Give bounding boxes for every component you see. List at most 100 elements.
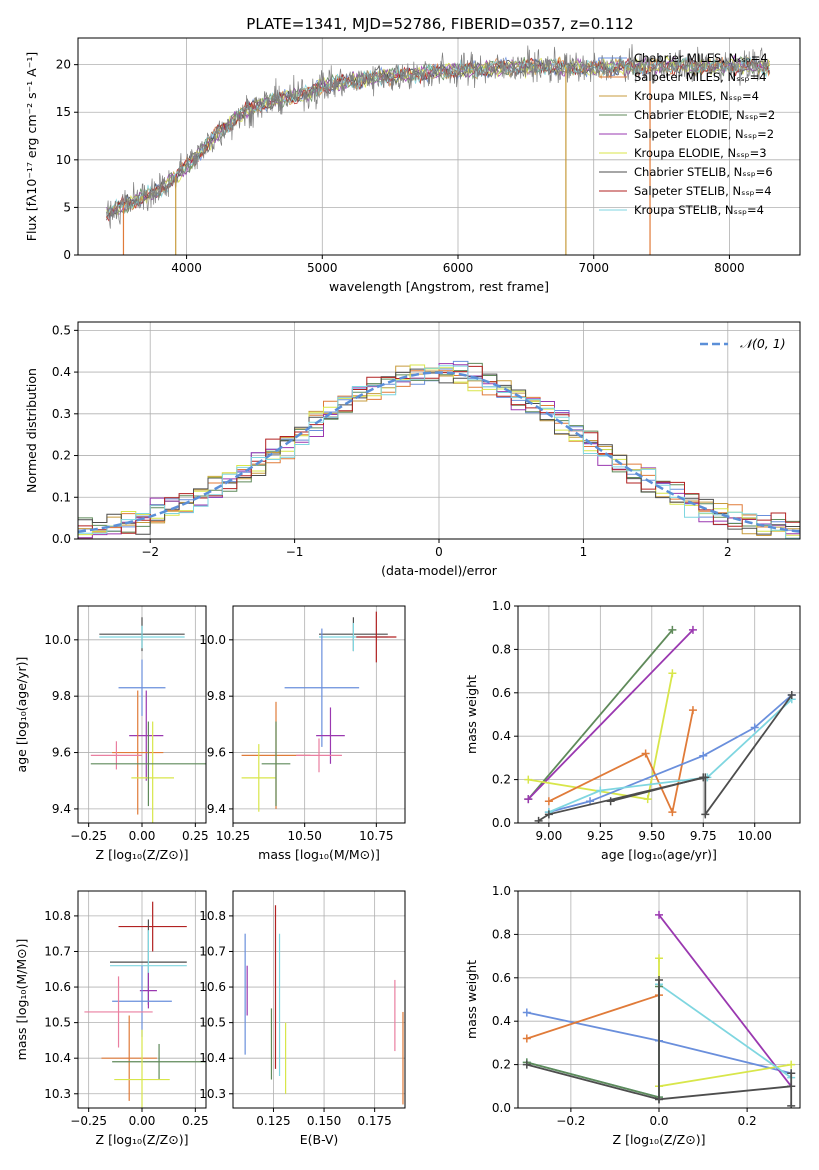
y-axis-label: mass weight [464,960,479,1039]
weight-marker [606,797,615,806]
x-axis-label: E(B-V) [300,1132,339,1147]
weight-marker [668,808,677,817]
x-tick-label: 0.25 [182,1114,209,1128]
y-tick-label: 10.0 [199,633,226,647]
legend-entry: Chabrier MILES, Nₛₛₚ=4 [634,51,768,65]
legend: Chabrier MILES, Nₛₛₚ=4 Salpeter MILES, Nₛ… [599,51,775,217]
weight-marker [701,810,710,819]
y-tick-label: 10.3 [44,1087,71,1101]
legend-entry: Chabrier ELODIE, Nₛₛₚ=2 [634,108,775,122]
y-tick-label: 9.8 [52,689,71,703]
plot-area [78,360,800,539]
errorbar-point [356,611,397,663]
x-axis-label: age [log₁₀(age/yr)] [601,847,717,862]
y-tick-label: 0.0 [492,816,511,830]
axes-frame [232,890,406,1109]
y-tick-label: 0.6 [492,686,511,700]
weight-marker [544,797,553,806]
legend-entry: Chabrier STELIB, Nₛₛₚ=6 [634,165,773,179]
axes-frame [232,605,406,824]
errorbar-point [112,965,172,1037]
legend-entry: Salpeter ELODIE, Nₛₛₚ=2 [634,127,774,141]
y-axis-label: Flux [fλ10⁻¹⁷ erg cm⁻² s⁻¹ A⁻¹] [24,52,39,241]
y-tick-label: 10.0 [44,633,71,647]
legend-entry: Salpeter STELIB, Nₛₛₚ=4 [634,184,772,198]
weight-series-line [527,629,674,800]
figure-title: PLATE=1341, MJD=52786, FIBERID=0357, z=0… [246,15,633,33]
x-tick-label: −0.25 [70,1114,107,1128]
y-tick-label: 0.2 [492,773,511,787]
y-axis-label: mass weight [464,675,479,754]
x-tick-label: 10.00 [738,829,772,843]
x-tick-label: 9.75 [690,829,717,843]
axes-frame [77,37,801,256]
y-tick-label: 0.1 [52,490,71,504]
errorbar-point [90,741,142,770]
plot-area [84,901,206,1108]
axes-residuals: −2 −1 0 1 2 0.0 0.1 0.2 0.3 0.4 0.5 (data-model)/er… [24,321,801,578]
errorbar-point [112,1043,206,1080]
weight-marker [524,795,533,804]
y-tick-label: 15 [56,105,71,119]
errorbar-point [296,738,342,773]
axes-mass-vs-Z: −0.25 0.00 0.25 10.3 10.4 10.5 10.6 10.7 10.8 Z [… [14,890,209,1147]
spectrum-model-line [106,55,771,215]
x-tick-label: 2 [724,545,732,559]
y-tick-label: 10.5 [44,1016,71,1030]
errorbar-point [131,721,174,823]
weight-marker [787,1069,796,1078]
weight-marker [641,749,650,758]
x-tick-label: 10.50 [287,829,321,843]
errorbar-point [316,707,345,764]
axes-mass-vs-EBV: 0.125 0.150 0.175 10.3 10.4 10.5 10.6 10.7 10.8 E… [199,890,406,1147]
weight-marker [787,1060,796,1069]
y-tick-label: 10.4 [44,1051,71,1065]
plot-area [522,910,796,1108]
plot-area [106,44,771,255]
weight-marker [688,706,697,715]
x-tick-label: 0.2 [738,1114,757,1128]
weight-marker [643,795,652,804]
x-tick-label: 0.150 [307,1114,341,1128]
weight-series-line [526,994,660,1040]
histogram-series [78,365,800,534]
y-tick-label: 10.8 [44,909,71,923]
x-tick-label: 0.00 [129,829,156,843]
errorbar-point [284,628,360,747]
x-tick-label: 0.125 [256,1114,290,1128]
x-tick-label: 10.75 [359,829,393,843]
axes-age-vs-mass: 10.25 10.50 10.75 9.4 9.6 9.8 10.0 mass [log₁₀(… [199,605,406,862]
y-tick-label: 9.4 [52,802,71,816]
weight-marker [522,1034,531,1043]
y-tick-label: 1.0 [492,599,511,613]
y-tick-label: 10.5 [199,1016,226,1030]
y-tick-label: 0.6 [492,971,511,985]
errorbar-point [139,972,157,1009]
weight-marker [522,1008,531,1017]
y-tick-label: 9.8 [207,689,226,703]
weight-marker [596,786,605,795]
weight-marker [750,723,759,732]
errorbar-point [114,1029,170,1108]
axes-frame [517,605,801,824]
x-tick-label: −2 [141,545,159,559]
weight-marker [668,669,677,678]
x-axis-label: (data-model)/error [381,563,498,578]
weight-marker [787,1101,796,1108]
y-axis-label: mass [log₁₀(M/M⊙)] [14,939,29,1061]
x-tick-label: 5000 [307,261,338,275]
y-tick-label: 0.4 [52,365,71,379]
weight-series-line [527,629,694,800]
y-tick-label: 1.0 [492,884,511,898]
x-tick-label: 6000 [443,261,474,275]
x-tick-label: 7000 [578,261,609,275]
y-tick-label: 0.2 [492,1058,511,1072]
axes-age-vs-Z: −0.25 0.00 0.25 9.4 9.6 9.8 10.0 Z [log₁₀(Z/Z⊙)… [14,605,209,862]
x-tick-label: 0 [435,545,443,559]
x-axis-label: wavelength [Angstrom, rest frame] [329,279,549,294]
y-axis-label: Normed distribution [24,368,39,493]
y-tick-label: 10 [56,153,71,167]
x-tick-label: −1 [286,545,304,559]
grid [233,891,405,1108]
x-tick-label: 0.25 [182,829,209,843]
